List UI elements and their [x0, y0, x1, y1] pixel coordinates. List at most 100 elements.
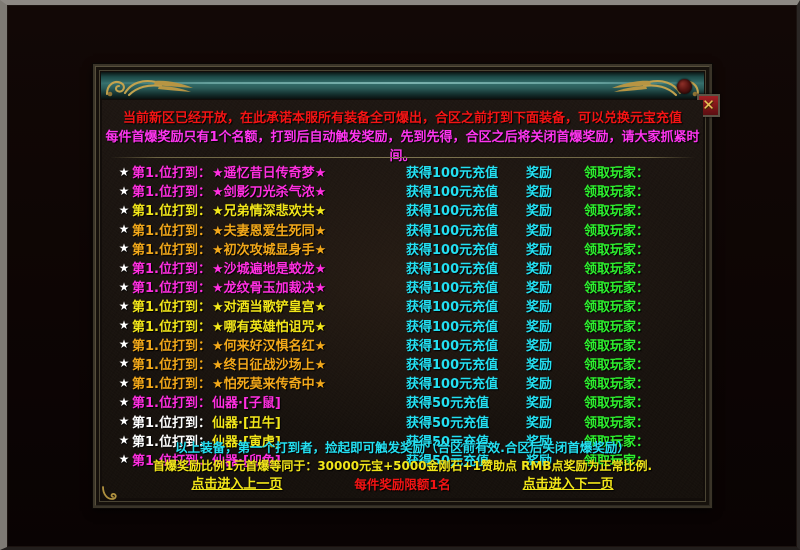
- row-reward-label: 奖励: [526, 242, 553, 258]
- row-reward-label: 奖励: [526, 377, 553, 393]
- row-item-name: 仙器·[子鼠]: [212, 396, 281, 412]
- table-row[interactable]: ★ 第1.位打到： ★怕死莫来传奇中★ 获得100元充值 奖励 领取玩家：: [102, 373, 703, 393]
- star-icon: ★: [118, 164, 130, 179]
- window-border-left: [0, 0, 7, 550]
- star-icon: ★: [118, 452, 130, 467]
- row-reward-label: 奖励: [526, 338, 553, 354]
- row-reward-label: 奖励: [526, 434, 553, 450]
- row-reward-label: 奖励: [526, 204, 553, 220]
- star-icon: ★: [118, 202, 130, 217]
- row-reward-label: 奖励: [526, 453, 553, 469]
- header-divider: [110, 157, 695, 158]
- row-claim-player: 领取玩家：: [584, 242, 650, 258]
- table-row[interactable]: ★ 第1.位打到： ★夫妻恩爱生死同★ 获得100元充值 奖励 领取玩家：: [102, 220, 703, 239]
- row-reward-amount: 获得100元充值: [406, 262, 499, 278]
- row-claim-player: 领取玩家：: [584, 204, 650, 220]
- table-row[interactable]: ★ 第1.位打到： ★终日征战沙场上★ 获得100元充值 奖励 领取玩家：: [102, 354, 703, 373]
- star-icon: ★: [118, 394, 130, 409]
- row-reward-label: 奖励: [526, 319, 553, 335]
- row-reward-amount: 获得100元充值: [406, 223, 499, 239]
- table-row[interactable]: ★ 第1.位打到： 仙器·[丑牛] 获得50元充值 奖励 领取玩家：: [102, 411, 703, 431]
- row-item-name: ★夫妻恩爱生死同★: [212, 223, 327, 239]
- row-claim-player: 领取玩家：: [584, 338, 650, 354]
- star-icon: ★: [118, 356, 130, 371]
- row-claim-player: 领取玩家：: [584, 300, 650, 316]
- row-rank-label: 第1.位打到：: [132, 338, 211, 354]
- row-rank-label: 第1.位打到：: [132, 166, 211, 182]
- table-row[interactable]: ★ 第1.位打到： 仙器·[子鼠] 获得50元充值 奖励 领取玩家：: [102, 392, 703, 412]
- row-item-name: ★兄弟情深悲欢共★: [212, 204, 327, 220]
- row-item-name: 仙器·[卯兔]: [212, 453, 281, 469]
- footer-line-1: 以上装备，第一个打到者，捡起即可触发奖励（合区前有效.合区后关闭首爆奖励）: [175, 440, 630, 455]
- row-reward-amount: 获得100元充值: [406, 357, 499, 373]
- row-item-name: 仙器·[寅虎]: [212, 434, 281, 450]
- row-claim-player: 领取玩家：: [584, 453, 650, 469]
- table-row[interactable]: ★ 第1.位打到： ★对酒当歌铲皇宫★ 获得100元充值 奖励 领取玩家：: [102, 296, 703, 316]
- footer-line-2: 首爆奖励比例1元首爆等同于：30000元宝+5000金刚石+1赞助点 RMB点奖…: [152, 459, 653, 473]
- row-rank-label: 第1.位打到：: [132, 281, 211, 297]
- row-claim-player: 领取玩家：: [584, 396, 650, 412]
- star-icon: ★: [118, 279, 130, 294]
- row-claim-player: 领取玩家：: [584, 319, 650, 335]
- notice-banner: 当前新区已经开放，在此承诺本服所有装备全可爆出，合区之前打到下面装备，可以兑换元…: [102, 100, 703, 166]
- table-row[interactable]: ★ 第1.位打到： 仙器·[寅虎] 获得50元充值 奖励 领取玩家：: [102, 431, 703, 450]
- row-reward-label: 奖励: [526, 185, 553, 201]
- row-reward-amount: 获得100元充值: [406, 338, 499, 354]
- row-rank-label: 第1.位打到：: [132, 453, 211, 469]
- row-claim-player: 领取玩家：: [584, 377, 650, 393]
- row-rank-label: 第1.位打到：: [132, 357, 211, 373]
- row-reward-amount: 获得50元充值: [406, 434, 490, 450]
- table-row[interactable]: ★ 第1.位打到： ★何来好汉惧名红★ 获得100元充值 奖励 领取玩家：: [102, 335, 703, 354]
- table-row[interactable]: ★ 第1.位打到： ★初次攻城显身手★ 获得100元充值 奖励 领取玩家：: [102, 239, 703, 258]
- row-claim-player: 领取玩家：: [584, 223, 650, 239]
- star-icon: ★: [118, 183, 130, 198]
- row-reward-amount: 获得100元充值: [406, 185, 499, 201]
- row-reward-label: 奖励: [526, 262, 553, 278]
- limit-text: 每件奖励限额1名: [354, 477, 451, 492]
- filigree-ornament-bottom-left-icon: [102, 486, 117, 500]
- star-icon: ★: [118, 375, 130, 390]
- dialog-titlebar: [101, 72, 704, 99]
- row-reward-label: 奖励: [526, 281, 553, 297]
- row-reward-label: 奖励: [526, 300, 553, 316]
- row-reward-label: 奖励: [526, 223, 553, 239]
- row-reward-amount: 获得50元充值: [406, 415, 490, 431]
- notice-line-1: 当前新区已经开放，在此承诺本服所有装备全可爆出，合区之前打到下面装备，可以兑换元…: [122, 111, 682, 126]
- table-row[interactable]: ★ 第1.位打到： 仙器·[卯兔] 获得50元充值 奖励 领取玩家：: [102, 450, 703, 469]
- row-reward-amount: 获得100元充值: [406, 242, 499, 258]
- row-rank-label: 第1.位打到：: [132, 415, 211, 431]
- star-icon: ★: [118, 318, 130, 333]
- row-reward-amount: 获得50元充值: [406, 453, 490, 469]
- row-item-name: ★对酒当歌铲皇宫★: [212, 300, 327, 316]
- row-reward-amount: 获得100元充值: [406, 281, 499, 297]
- filigree-ornament-left-icon: [105, 79, 193, 97]
- row-item-name: ★初次攻城显身手★: [212, 242, 327, 258]
- star-icon: ★: [118, 241, 130, 256]
- row-claim-player: 领取玩家：: [584, 434, 650, 450]
- row-item-name: ★终日征战沙场上★: [212, 357, 327, 373]
- next-page-link[interactable]: 点击进入下一页: [522, 477, 614, 492]
- row-item-name: ★怕死莫来传奇中★: [212, 377, 327, 393]
- row-claim-player: 领取玩家：: [584, 415, 650, 431]
- row-claim-player: 领取玩家：: [584, 281, 650, 297]
- row-rank-label: 第1.位打到：: [132, 319, 211, 335]
- row-rank-label: 第1.位打到：: [132, 434, 211, 450]
- prev-page-link[interactable]: 点击进入上一页: [191, 477, 283, 492]
- dialog-frame-bevel: [95, 66, 710, 506]
- row-reward-amount: 获得100元充值: [406, 377, 499, 393]
- table-row[interactable]: ★ 第1.位打到： ★遥忆昔日传奇梦★ 获得100元充值 奖励 领取玩家：: [102, 162, 703, 182]
- row-rank-label: 第1.位打到：: [132, 300, 211, 316]
- row-reward-amount: 获得50元充值: [406, 396, 490, 412]
- table-row[interactable]: ★ 第1.位打到： ★兄弟情深悲欢共★ 获得100元充值 奖励 领取玩家：: [102, 200, 703, 220]
- row-reward-label: 奖励: [526, 357, 553, 373]
- table-row[interactable]: ★ 第1.位打到： ★龙纹骨玉加裁决★ 获得100元充值 奖励 领取玩家：: [102, 277, 703, 297]
- row-item-name: ★遥忆昔日传奇梦★: [212, 166, 327, 182]
- row-rank-label: 第1.位打到：: [132, 204, 211, 220]
- titlebar-red-orb-icon: [677, 79, 692, 94]
- table-row[interactable]: ★ 第1.位打到： ★剑影刀光杀气浓★ 获得100元充值 奖励 领取玩家：: [102, 181, 703, 201]
- table-row[interactable]: ★ 第1.位打到： ★哪有英雄怕诅咒★ 获得100元充值 奖励 领取玩家：: [102, 316, 703, 335]
- row-rank-label: 第1.位打到：: [132, 396, 211, 412]
- table-row[interactable]: ★ 第1.位打到： ★沙城遍地是蛟龙★ 获得100元充值 奖励 领取玩家：: [102, 258, 703, 278]
- dialog-body: 当前新区已经开放，在此承诺本服所有装备全可爆出，合区之前打到下面装备，可以兑换元…: [102, 100, 703, 498]
